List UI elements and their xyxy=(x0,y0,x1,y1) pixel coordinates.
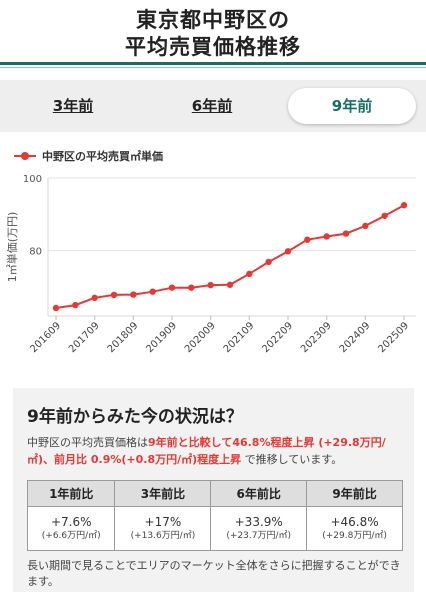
summary-part-3: で推移しています。 xyxy=(241,453,343,466)
data-point xyxy=(149,288,156,295)
legend-line-marker-icon xyxy=(14,150,36,162)
x-tick-label: 202309 xyxy=(299,320,334,355)
page-title-line2: 平均売買価格推移 xyxy=(125,35,301,59)
data-point xyxy=(342,230,350,237)
period-tabs: 3年前 6年前 9年前 xyxy=(0,80,426,132)
pct-1-year: +7.6% xyxy=(50,514,92,529)
x-tick-label: 201709 xyxy=(67,320,102,355)
chart-legend[interactable]: 中野区の平均売買㎡単価 xyxy=(14,148,163,164)
data-point xyxy=(130,291,137,298)
data-point xyxy=(226,281,234,288)
y-tick-label: 80 xyxy=(29,247,42,258)
x-tick-label: 201909 xyxy=(144,320,179,355)
header-6-years: 6年前比 xyxy=(210,480,308,507)
data-point xyxy=(52,304,60,312)
header-divider xyxy=(0,62,426,65)
header-divider-thin xyxy=(0,67,426,68)
data-point xyxy=(400,202,408,209)
cell-3-years: +17% (+13.6万円/㎡) xyxy=(114,506,212,551)
cell-9-years: +46.8% (+29.8万円/㎡) xyxy=(306,506,403,551)
data-point xyxy=(110,291,118,299)
comparison-table: 1年前比 3年前比 6年前比 9年前比 +7.6% (+6.6万円/㎡) +17%… xyxy=(26,480,403,551)
header-3-years: 3年前比 xyxy=(114,480,212,507)
data-point xyxy=(72,301,79,309)
amount-3-years: (+13.6万円/㎡) xyxy=(130,530,196,541)
x-tick-label: 202509 xyxy=(376,320,411,355)
header-1-year: 1年前比 xyxy=(26,480,116,507)
data-point xyxy=(246,270,253,278)
cell-6-years: +33.9% (+23.7万円/㎡) xyxy=(210,506,308,551)
x-tick-label: 202009 xyxy=(183,320,218,355)
status-panel: 9年前からみた今の状況は？ 中野区の平均売買価格は9年前と比較して46.8%程度… xyxy=(13,388,414,592)
summary-part-1: 中野区の平均売買価格は xyxy=(27,436,148,449)
data-point xyxy=(381,212,388,219)
data-point xyxy=(284,248,292,255)
y-axis-label: 1㎡単価(万円) xyxy=(5,212,19,283)
tab-3-years[interactable]: 3年前 xyxy=(52,97,94,115)
amount-1-year: (+6.6万円/㎡) xyxy=(41,530,101,541)
amount-9-years: (+29.8万円/㎡) xyxy=(322,530,387,541)
x-tick-label: 201609 xyxy=(28,320,63,355)
data-point xyxy=(304,236,311,243)
x-tick-label: 201809 xyxy=(106,320,141,355)
data-point xyxy=(91,294,98,302)
note-text: 長い期間で見ることでエリアのマーケット全体をさらに把握することができます。 xyxy=(27,559,401,588)
data-point xyxy=(168,284,176,291)
status-heading: 9年前からみた今の状況は？ xyxy=(27,407,243,427)
series-line xyxy=(55,204,405,309)
page-title-line1: 東京都中野区の xyxy=(136,8,290,32)
x-tick-label: 202409 xyxy=(338,320,373,355)
x-tick-label: 202109 xyxy=(222,320,257,355)
table-header-row: 1年前比 3年前比 6年前比 9年前比 xyxy=(26,480,403,507)
cell-1-year: +7.6% (+6.6万円/㎡) xyxy=(26,506,116,551)
tab-6-years[interactable]: 6年前 xyxy=(191,97,233,115)
page-header: 東京都中野区の 平均売買価格推移 xyxy=(0,0,426,66)
legend-label: 中野区の平均売買㎡単価 xyxy=(42,150,163,163)
data-point xyxy=(323,233,330,240)
pct-3-years: +17% xyxy=(144,514,182,529)
data-point xyxy=(207,281,214,289)
data-point xyxy=(265,258,272,266)
pct-6-years: +33.9% xyxy=(234,514,283,529)
x-tick-label: 202209 xyxy=(260,320,295,355)
summary-text: 中野区の平均売買価格は9年前と比較して46.8%程度上昇 (+29.8万円/㎡)… xyxy=(27,434,407,468)
summary-highlight: 9年前と比較して46.8%程度上昇 (+29.8万円/㎡)、前月比 0.9%(+… xyxy=(27,436,386,466)
table-row: +7.6% (+6.6万円/㎡) +17% (+13.6万円/㎡) +33.9% (+… xyxy=(26,506,403,551)
header-9-years: 9年前比 xyxy=(306,480,403,507)
pct-9-years: +46.8% xyxy=(330,514,379,529)
y-tick-label: 100 xyxy=(23,174,42,185)
data-point xyxy=(188,284,195,291)
amount-6-years: (+23.7万円/㎡) xyxy=(226,530,292,541)
tab-9-years[interactable]: 9年前 xyxy=(288,88,416,124)
data-point xyxy=(362,222,369,230)
